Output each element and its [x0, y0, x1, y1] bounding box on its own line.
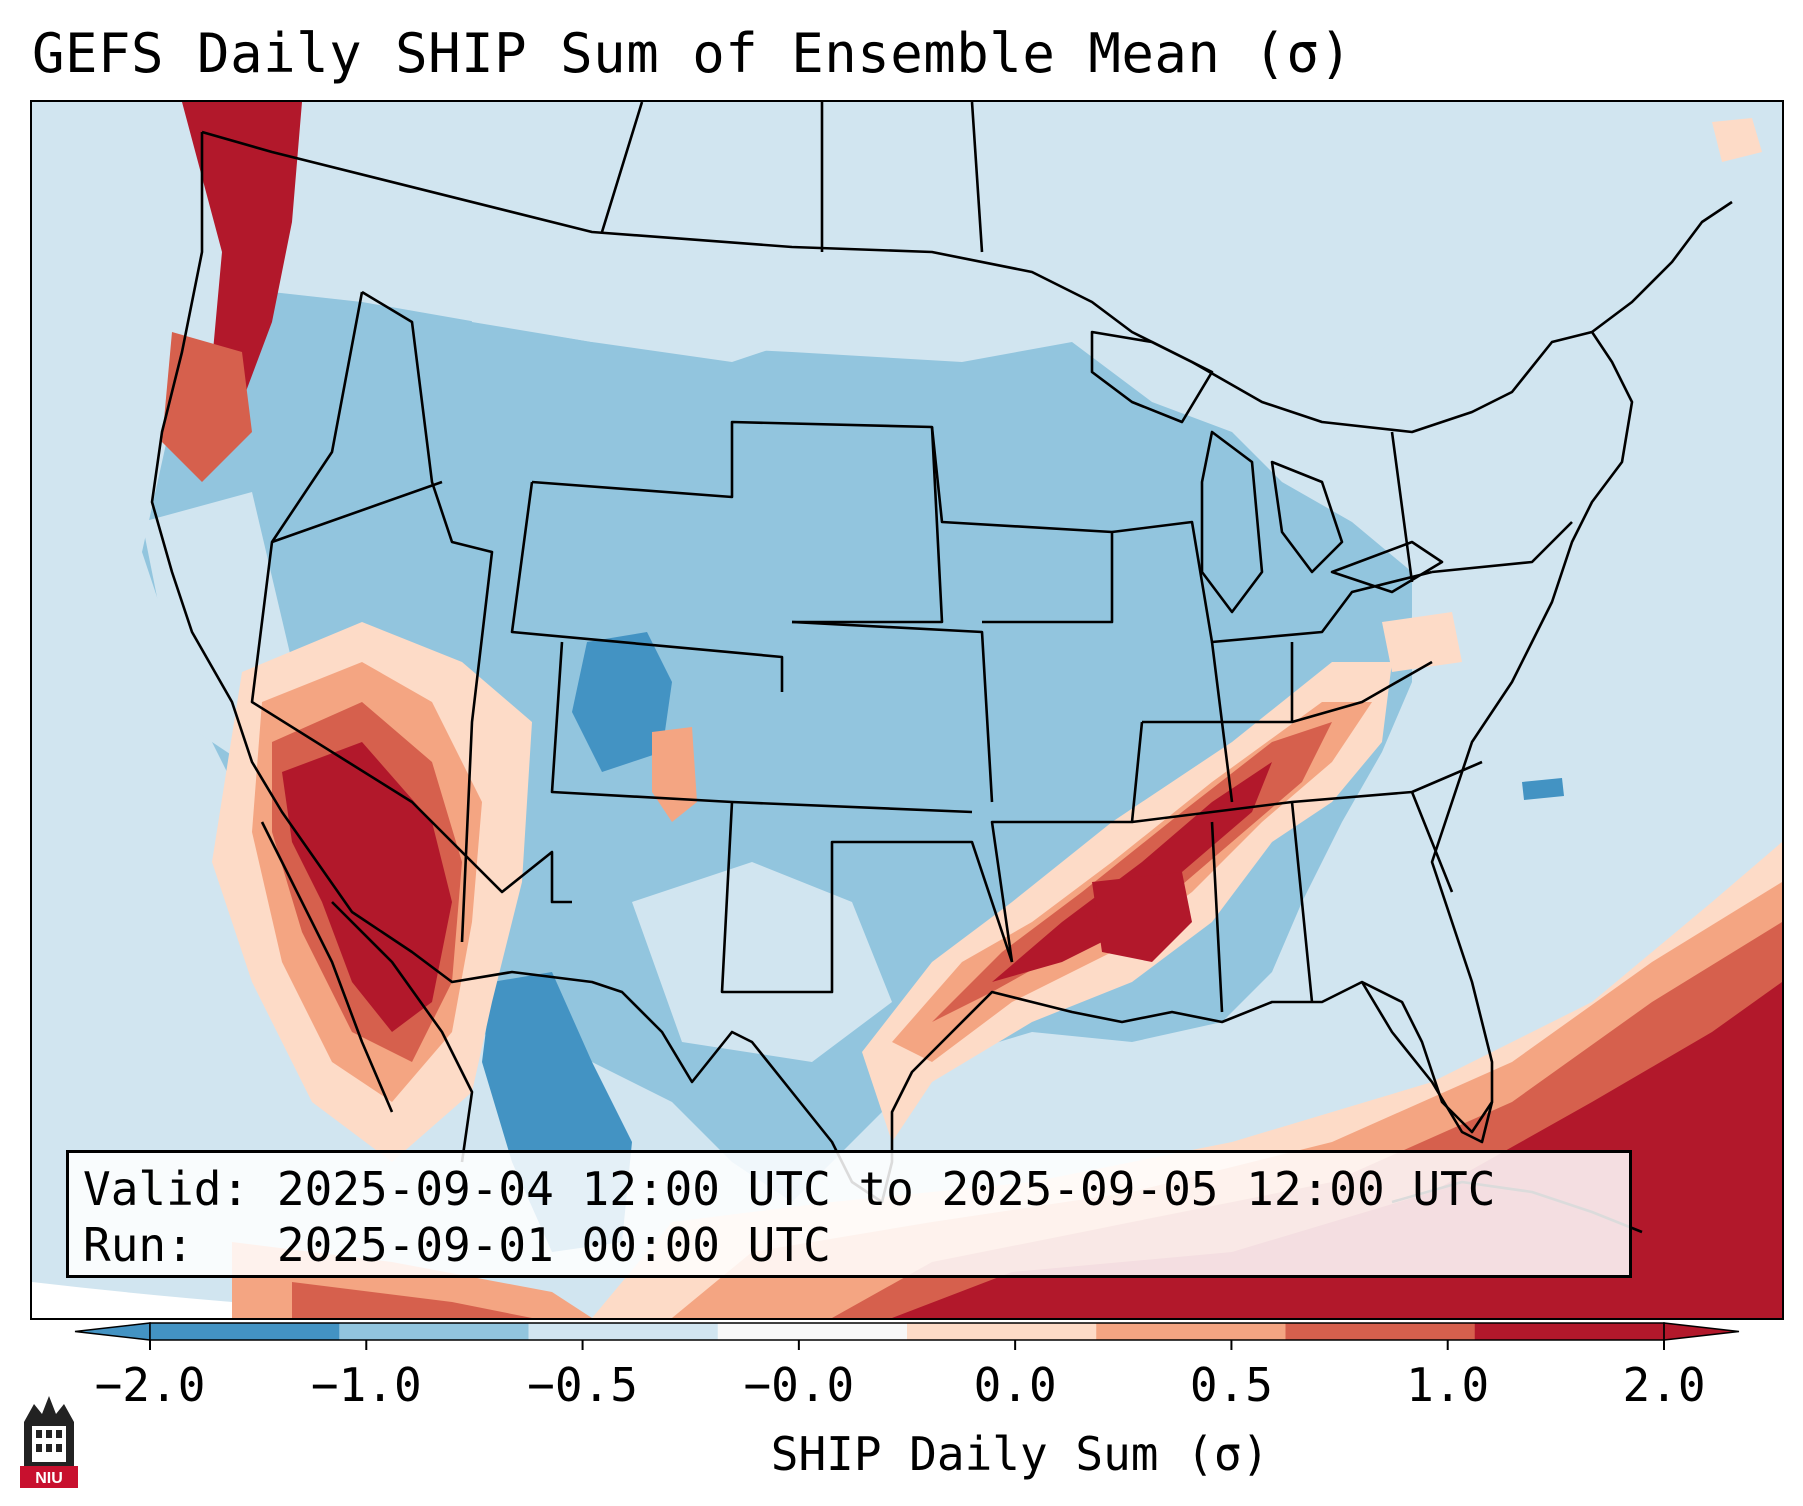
colorbar-bin [717, 1323, 908, 1340]
colorbar-extend-max [1663, 1322, 1740, 1341]
colorbar-tick-label: 1.0 [1406, 1358, 1490, 1412]
run-value: 2025-09-01 00:00 UTC [276, 1218, 831, 1272]
map-frame [30, 100, 1784, 1320]
colorbar-bin [339, 1323, 529, 1340]
colorbar-bin [150, 1323, 340, 1340]
anomaly-high-max [1092, 872, 1192, 962]
figure-title: GEFS Daily SHIP Sum of Ensemble Mean (σ) [32, 22, 1353, 85]
colorbar-bin [528, 1323, 719, 1340]
colorbar-tick-label: −2.0 [94, 1358, 206, 1412]
colorbar-tick-label: −0.0 [743, 1358, 855, 1412]
anomaly-high-strong [162, 332, 252, 482]
run-label: Run: [83, 1218, 194, 1272]
land-near-normal [632, 862, 892, 1062]
ocean-much-below-normal [1522, 778, 1564, 800]
colorbar-bins [74, 1322, 1740, 1341]
map-svg [32, 102, 1782, 1318]
land-near-normal [452, 212, 822, 362]
out-of-domain-area [32, 1282, 592, 1318]
colorbar-tick-label: 0.5 [1189, 1358, 1273, 1412]
colorbar-bin [1474, 1323, 1665, 1340]
colorbar-bin [1096, 1323, 1286, 1340]
anomaly-high-light [1712, 118, 1762, 162]
colorbar-outline [149, 1322, 1665, 1341]
anomaly-high-max [992, 762, 1272, 982]
colorbar-tick-label: −1.0 [310, 1358, 422, 1412]
logo-text: NIU [35, 1470, 63, 1487]
colorbar-ticks [149, 1340, 1665, 1350]
anomaly-high-light [1382, 612, 1462, 672]
colorbar-bin [907, 1323, 1097, 1340]
colorbar-label: SHIP Daily Sum (σ) [770, 1427, 1270, 1481]
anomaly-high-strong [292, 1282, 532, 1318]
anomaly-high-max [182, 102, 302, 402]
political-borders [150, 102, 1733, 1234]
valid-label: Valid: [83, 1162, 250, 1216]
colorbar-tick-label: 2.0 [1622, 1358, 1706, 1412]
land-near-normal [1092, 222, 1392, 432]
colorbar-extend-min [74, 1322, 151, 1341]
colorbar-tick-label: 0.0 [973, 1358, 1057, 1412]
niu-logo: NIU [20, 1396, 78, 1488]
validity-info-box: Valid: 2025-09-04 12:00 UTC to 2025-09-0… [66, 1150, 1632, 1278]
valid-row: Valid: 2025-09-04 12:00 UTC to 2025-09-0… [83, 1161, 1615, 1217]
colorbar-bin [1285, 1323, 1476, 1340]
land-much-below-normal [572, 632, 672, 772]
valid-value: 2025-09-04 12:00 UTC to 2025-09-05 12:00… [276, 1162, 1496, 1216]
colorbar-tick-label: −0.5 [527, 1358, 638, 1412]
anomaly-high-max [282, 742, 452, 1032]
run-row: Run: 2025-09-01 00:00 UTC [83, 1217, 1615, 1273]
